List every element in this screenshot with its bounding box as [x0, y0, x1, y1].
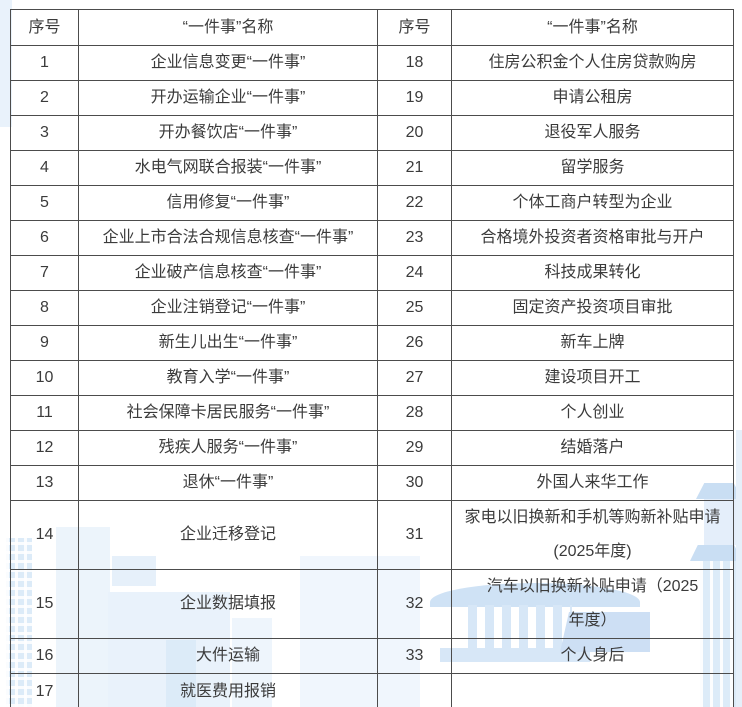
watermark-building: [736, 430, 742, 707]
row-number-cell: 28: [377, 395, 452, 431]
row-number-cell: 12: [10, 430, 79, 466]
table-row: 14 企业迁移登记 31 家电以旧换新和手机等购新补贴申请 (2025年度): [10, 500, 734, 570]
row-number-cell: 2: [10, 80, 79, 116]
item-name-cell: 社会保障卡居民服务“一件事”: [78, 395, 378, 431]
item-name-cell: 企业注销登记“一件事”: [78, 290, 378, 326]
item-name-cell: 信用修复“一件事”: [78, 185, 378, 221]
item-name-cell: 企业信息变更“一件事”: [78, 45, 378, 81]
watermark-building: [0, 0, 12, 127]
row-number-cell: 8: [10, 290, 79, 326]
header-left-no: 序号: [10, 9, 79, 46]
header-row: 序号 “一件事”名称 序号 “一件事”名称: [10, 9, 734, 46]
table-row: 16 大件运输 33 个人身后: [10, 638, 734, 674]
item-name-cell: 就医费用报销: [78, 673, 378, 707]
item-name-cell: 固定资产投资项目审批: [451, 290, 734, 326]
row-number-cell: 16: [10, 638, 79, 674]
item-name-cell: 建设项目开工: [451, 360, 734, 396]
row-number-cell: 13: [10, 465, 79, 501]
table-row: 11 社会保障卡居民服务“一件事” 28 个人创业: [10, 395, 734, 431]
table-row: 17 就医费用报销: [10, 673, 734, 707]
header-right-name: “一件事”名称: [451, 9, 734, 46]
row-number-cell: 25: [377, 290, 452, 326]
table-row: 9 新生儿出生“一件事” 26 新车上牌: [10, 325, 734, 361]
table-row: 2 开办运输企业“一件事” 19 申请公租房: [10, 80, 734, 116]
item-name-cell: 结婚落户: [451, 430, 734, 466]
item-name-cell: 新生儿出生“一件事”: [78, 325, 378, 361]
table-row: 10 教育入学“一件事” 27 建设项目开工: [10, 360, 734, 396]
row-number-cell: 15: [10, 569, 79, 639]
item-name-cell: 水电气网联合报装“一件事”: [78, 150, 378, 186]
table-row: 4 水电气网联合报装“一件事” 21 留学服务: [10, 150, 734, 186]
row-number-cell: 7: [10, 255, 79, 291]
header-right-no: 序号: [377, 9, 452, 46]
item-name-cell: 留学服务: [451, 150, 734, 186]
row-number-cell: 17: [10, 673, 79, 707]
item-name-cell: 个体工商户转型为企业: [451, 185, 734, 221]
table-row: 6 企业上市合法合规信息核查“一件事” 23 合格境外投资者资格审批与开户: [10, 220, 734, 256]
row-number-cell: 27: [377, 360, 452, 396]
row-number-cell: 30: [377, 465, 452, 501]
table-row: 1 企业信息变更“一件事” 18 住房公积金个人住房贷款购房: [10, 45, 734, 81]
item-name-cell: 企业破产信息核查“一件事”: [78, 255, 378, 291]
item-name-cell: 汽车以旧换新补贴申请（2025 年度）: [451, 569, 734, 639]
item-name-cell: 科技成果转化: [451, 255, 734, 291]
row-number-cell: 22: [377, 185, 452, 221]
row-number-cell: 33: [377, 638, 452, 674]
item-name-cell: [451, 673, 734, 707]
header-left-name: “一件事”名称: [78, 9, 378, 46]
row-number-cell: 9: [10, 325, 79, 361]
one-thing-services-table: 序号 “一件事”名称 序号 “一件事”名称 1 企业信息变更“一件事” 18 住房公积…: [10, 9, 734, 707]
row-number-cell: 21: [377, 150, 452, 186]
row-number-cell: 24: [377, 255, 452, 291]
table-row: 5 信用修复“一件事” 22 个体工商户转型为企业: [10, 185, 734, 221]
row-number-cell: 4: [10, 150, 79, 186]
table-row: 12 残疾人服务“一件事” 29 结婚落户: [10, 430, 734, 466]
item-name-cell: 外国人来华工作: [451, 465, 734, 501]
row-number-cell: 6: [10, 220, 79, 256]
row-number-cell: 26: [377, 325, 452, 361]
item-name-cell: 开办餐饮店“一件事”: [78, 115, 378, 151]
table-row: 3 开办餐饮店“一件事” 20 退役军人服务: [10, 115, 734, 151]
item-name-cell: 合格境外投资者资格审批与开户: [451, 220, 734, 256]
table-row: 7 企业破产信息核查“一件事” 24 科技成果转化: [10, 255, 734, 291]
item-name-cell: 个人身后: [451, 638, 734, 674]
row-number-cell: [377, 673, 452, 707]
item-name-cell: 教育入学“一件事”: [78, 360, 378, 396]
item-name-cell: 住房公积金个人住房贷款购房: [451, 45, 734, 81]
row-number-cell: 23: [377, 220, 452, 256]
item-name-cell: 大件运输: [78, 638, 378, 674]
row-number-cell: 14: [10, 500, 79, 570]
row-number-cell: 20: [377, 115, 452, 151]
row-number-cell: 29: [377, 430, 452, 466]
item-name-cell: 企业迁移登记: [78, 500, 378, 570]
row-number-cell: 31: [377, 500, 452, 570]
item-name-cell: 开办运输企业“一件事”: [78, 80, 378, 116]
table-row: 15 企业数据填报 32 汽车以旧换新补贴申请（2025 年度）: [10, 569, 734, 639]
item-name-cell: 家电以旧换新和手机等购新补贴申请 (2025年度): [451, 500, 734, 570]
item-name-cell: 企业上市合法合规信息核查“一件事”: [78, 220, 378, 256]
row-number-cell: 5: [10, 185, 79, 221]
row-number-cell: 18: [377, 45, 452, 81]
row-number-cell: 19: [377, 80, 452, 116]
row-number-cell: 11: [10, 395, 79, 431]
item-name-cell: 退休“一件事”: [78, 465, 378, 501]
row-number-cell: 1: [10, 45, 79, 81]
item-name-cell: 退役军人服务: [451, 115, 734, 151]
item-name-cell: 新车上牌: [451, 325, 734, 361]
item-name-cell: 残疾人服务“一件事”: [78, 430, 378, 466]
table-row: 13 退休“一件事” 30 外国人来华工作: [10, 465, 734, 501]
row-number-cell: 32: [377, 569, 452, 639]
table-row: 8 企业注销登记“一件事” 25 固定资产投资项目审批: [10, 290, 734, 326]
row-number-cell: 10: [10, 360, 79, 396]
row-number-cell: 3: [10, 115, 79, 151]
item-name-cell: 个人创业: [451, 395, 734, 431]
item-name-cell: 企业数据填报: [78, 569, 378, 639]
item-name-cell: 申请公租房: [451, 80, 734, 116]
